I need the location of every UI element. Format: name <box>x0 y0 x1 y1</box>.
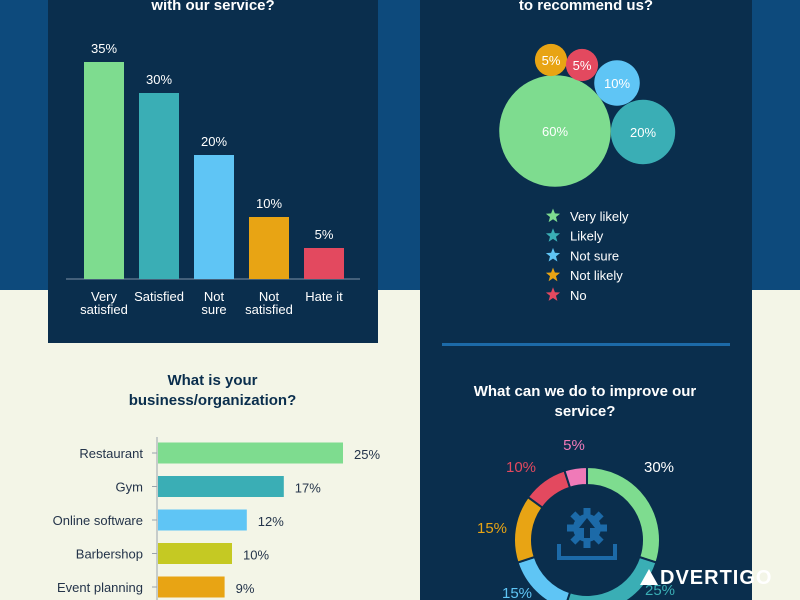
legend-star-icon <box>545 228 561 242</box>
legend-star-icon <box>545 247 561 262</box>
business-bar <box>158 576 225 598</box>
watermark-text: DVERTIGO <box>660 567 773 589</box>
panel-divider <box>442 343 730 346</box>
legend-star-icon <box>545 208 561 223</box>
recommend-title: to recommend us? <box>518 0 654 14</box>
satisfaction-title: with our service? <box>151 0 275 14</box>
gear-tooth <box>599 524 607 532</box>
gear-upload-icon <box>557 508 617 560</box>
satisfaction-value-label: 35% <box>91 41 117 56</box>
gear-tooth <box>583 508 591 516</box>
recommend-bubble <box>565 48 599 82</box>
satisfaction-bar <box>84 62 124 279</box>
business-category-label: Restaurant <box>79 446 143 461</box>
improve-slice-label: 15% <box>477 520 507 537</box>
improve-slice-label: 15% <box>502 585 532 600</box>
business-bar <box>158 442 343 464</box>
business-bar <box>158 543 232 564</box>
improve-slice-label: 10% <box>506 459 536 476</box>
business-category-label: Barbershop <box>76 547 143 562</box>
business-value-label: 17% <box>295 481 321 496</box>
recommend-legend-label: No <box>570 288 587 303</box>
satisfaction-value-label: 5% <box>315 227 334 242</box>
business-category-label: Event planning <box>57 580 143 595</box>
satisfaction-category-label: Very <box>91 289 118 304</box>
improve-donut-slice <box>563 465 588 489</box>
gear-tooth <box>593 534 604 545</box>
satisfaction-category-label: satisfied <box>80 302 128 317</box>
recommend-bubble-label: 5% <box>573 58 592 73</box>
improve-slice-label: 5% <box>563 437 585 454</box>
recommend-bubble-label: 60% <box>542 124 568 139</box>
business-bar <box>158 509 247 531</box>
satisfaction-category-label: sure <box>201 302 226 317</box>
recommend-bubble <box>594 60 640 106</box>
legend-star-icon <box>545 287 561 301</box>
recommend-legend-label: Not sure <box>570 248 619 263</box>
tray-icon <box>557 544 617 560</box>
satisfaction-category-label: satisfied <box>245 302 293 317</box>
improve-donut-slice <box>526 469 572 510</box>
recommend-bubble <box>534 43 568 77</box>
satisfaction-bar <box>249 217 289 279</box>
recommend-bubble-label: 10% <box>604 76 630 91</box>
recommend-legend-label: Very likely <box>570 209 629 224</box>
recommend-legend-label: Not likely <box>570 268 623 283</box>
satisfaction-category-label: Not <box>204 289 225 304</box>
upload-arrow-icon <box>579 518 595 538</box>
gear-tooth <box>593 511 604 522</box>
satisfaction-value-label: 30% <box>146 72 172 87</box>
improve-slice-label: 25% <box>645 582 675 599</box>
recommend-bubble-label: 5% <box>542 53 561 68</box>
recommend-bubble-label: 20% <box>630 125 656 140</box>
business-value-label: 9% <box>236 581 255 596</box>
business-title: What is your business/organization? <box>128 372 297 409</box>
improve-donut-slice <box>513 495 544 564</box>
gear-tooth <box>570 511 581 522</box>
business-category-label: Gym <box>116 480 143 495</box>
satisfaction-bar <box>304 248 344 279</box>
satisfaction-category-label: Satisfied <box>134 289 184 304</box>
business-value-label: 10% <box>243 548 269 563</box>
gear-tooth <box>570 534 581 545</box>
legend-star-icon <box>545 267 561 282</box>
improve-donut-slice <box>566 555 658 600</box>
satisfaction-bar <box>139 93 179 279</box>
improve-slice-label: 30% <box>644 459 674 476</box>
gear-tooth <box>567 524 575 532</box>
recommend-bubble <box>610 99 676 165</box>
gear-tooth <box>583 540 591 548</box>
watermark-logo-icon <box>640 569 658 585</box>
recommend-legend-label: Likely <box>570 229 604 244</box>
watermark: DVERTIGO <box>640 567 772 590</box>
satisfaction-category-label: Not <box>259 289 280 304</box>
business-value-label: 25% <box>354 447 380 462</box>
satisfaction-category-label: Hate it <box>305 289 343 304</box>
satisfaction-value-label: 20% <box>201 134 227 149</box>
improve-title: What can we do to improve our service? <box>473 383 697 420</box>
business-category-label: Online software <box>53 513 143 528</box>
satisfaction-value-label: 10% <box>256 196 282 211</box>
satisfaction-bar <box>194 155 234 279</box>
business-bar <box>158 476 284 497</box>
business-value-label: 12% <box>258 514 284 529</box>
recommend-bubble <box>499 75 611 187</box>
